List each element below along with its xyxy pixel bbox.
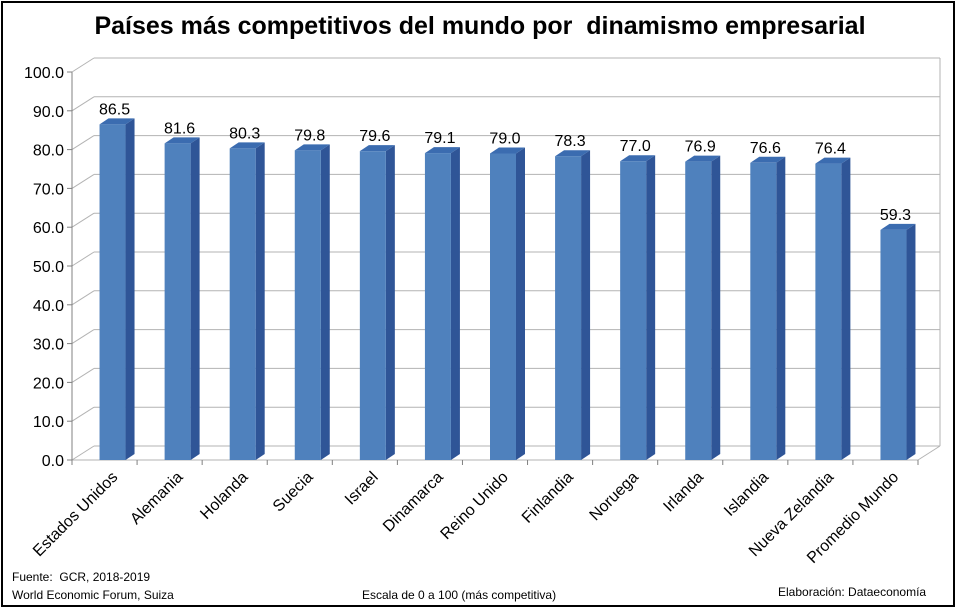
bar xyxy=(164,143,191,460)
scale-note: Escala de 0 a 100 (más competitiva) xyxy=(362,588,557,602)
bar-top xyxy=(750,156,786,163)
data-label: 76.4 xyxy=(815,141,846,158)
bar-side xyxy=(190,137,200,460)
credit: Elaboración: Dataeconomía xyxy=(778,585,927,599)
bar xyxy=(880,229,907,460)
bar-top xyxy=(99,118,135,125)
bar-top xyxy=(490,147,525,154)
bar xyxy=(99,124,126,460)
y-tick-label: 0.0 xyxy=(42,453,64,470)
x-tick-label: Dinamarca xyxy=(380,469,447,536)
bar-top xyxy=(164,137,200,144)
x-tick-label: Irlanda xyxy=(660,469,707,516)
bar xyxy=(359,151,386,461)
grid-depth-line xyxy=(71,212,95,228)
bar-side xyxy=(711,155,721,461)
bar xyxy=(424,153,451,461)
grid-depth-line xyxy=(71,135,95,151)
bar xyxy=(750,162,777,461)
data-label: 81.6 xyxy=(164,120,195,137)
bar-side xyxy=(776,156,786,461)
bar xyxy=(229,148,256,460)
bar-top xyxy=(229,142,265,149)
data-label: 79.8 xyxy=(294,127,325,144)
chart-title: Países más competitivos del mundo por di… xyxy=(94,12,866,40)
data-label: 76.6 xyxy=(750,140,781,157)
bar xyxy=(294,150,321,460)
grid-depth-line xyxy=(71,329,95,345)
x-tick-label: Israel xyxy=(342,469,382,509)
grid-depth-line xyxy=(71,406,95,422)
grid-depth-line xyxy=(71,367,95,383)
data-label: 77.0 xyxy=(620,138,651,155)
source-line-2: World Economic Forum, Suiza xyxy=(12,588,174,602)
x-tick-label: Holanda xyxy=(197,469,251,523)
y-tick-label: 90.0 xyxy=(33,104,64,121)
x-tick-label: Reino Unido xyxy=(438,469,512,543)
bar-top xyxy=(359,145,395,152)
bar xyxy=(555,156,582,461)
bar xyxy=(620,161,647,461)
bar-top xyxy=(685,155,721,162)
data-label: 79.1 xyxy=(424,130,455,147)
bar-side xyxy=(450,147,460,461)
bar-side xyxy=(385,145,395,461)
y-tick-label: 100.0 xyxy=(24,65,64,82)
bar-top xyxy=(815,157,851,164)
y-tick-label: 80.0 xyxy=(33,143,64,160)
bar-side xyxy=(320,144,330,460)
bar-side xyxy=(646,155,656,461)
bar-top xyxy=(424,147,460,154)
x-tick-label: Noruega xyxy=(587,469,642,524)
x-tick-label: Islandia xyxy=(721,469,772,520)
floor-right-edge xyxy=(917,445,941,461)
x-tick-label: Finlandia xyxy=(519,469,577,527)
bar-side xyxy=(516,147,525,461)
grid-depth-line xyxy=(71,251,95,267)
bar xyxy=(685,161,712,461)
data-label: 79.6 xyxy=(359,128,390,145)
y-tick-label: 20.0 xyxy=(33,375,64,392)
grid-depth-line xyxy=(71,173,95,189)
source-line-1: Fuente: GCR, 2018-2019 xyxy=(12,570,151,584)
bar-top xyxy=(555,150,591,157)
y-tick-label: 60.0 xyxy=(33,220,64,237)
x-tick-label: Alemania xyxy=(127,469,186,528)
data-label: 78.3 xyxy=(555,133,586,150)
x-tick-label: Estados Unidos xyxy=(30,469,121,560)
bar-side xyxy=(581,150,591,461)
data-label: 86.5 xyxy=(99,101,130,118)
grid-depth-line xyxy=(71,57,95,73)
bar-side xyxy=(841,157,851,460)
bar-side xyxy=(255,142,265,460)
grid-depth-line xyxy=(71,445,95,461)
bar xyxy=(815,163,842,460)
data-label: 79.0 xyxy=(489,130,520,147)
y-tick-label: 70.0 xyxy=(33,181,64,198)
y-tick-label: 50.0 xyxy=(33,259,64,276)
bar-top xyxy=(620,155,656,162)
x-tick-label: Suecia xyxy=(270,469,317,516)
bar-side xyxy=(125,118,135,460)
y-tick-label: 40.0 xyxy=(33,298,64,315)
bar-top xyxy=(294,144,330,151)
data-label: 59.3 xyxy=(880,207,911,224)
bar xyxy=(490,153,516,461)
data-label: 80.3 xyxy=(229,125,260,142)
data-label: 76.9 xyxy=(685,139,716,156)
grid-depth-line xyxy=(71,290,95,306)
y-tick-label: 10.0 xyxy=(33,414,64,431)
bar-side xyxy=(906,223,916,460)
y-tick-label: 30.0 xyxy=(33,337,64,354)
bar-top xyxy=(880,223,916,230)
grid-depth-line xyxy=(71,96,95,112)
